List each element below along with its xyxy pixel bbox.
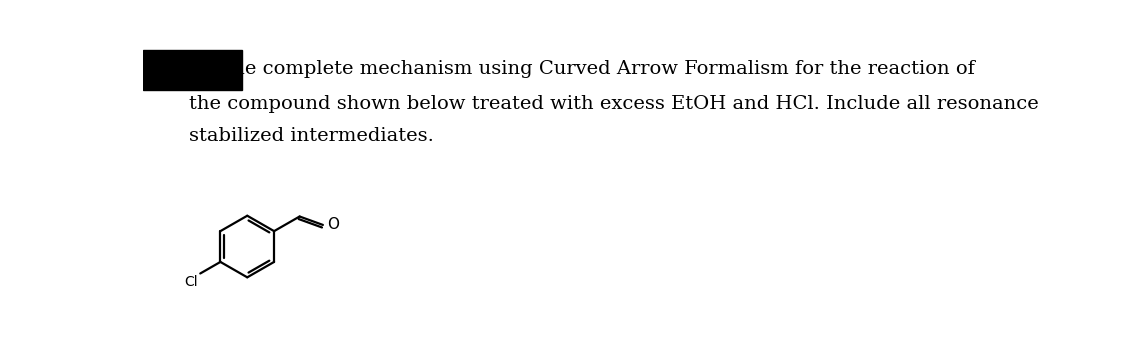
Text: Cl: Cl bbox=[185, 275, 197, 289]
Text: the compound shown below treated with excess EtOH and HCl. Include all resonance: the compound shown below treated with ex… bbox=[189, 95, 1038, 113]
Text: O: O bbox=[326, 217, 339, 233]
Bar bbox=[143, 50, 242, 90]
Text: ) Show the complete mechanism using Curved Arrow Formalism for the reaction of: ) Show the complete mechanism using Curv… bbox=[151, 59, 976, 78]
Text: stabilized intermediates.: stabilized intermediates. bbox=[189, 127, 434, 145]
